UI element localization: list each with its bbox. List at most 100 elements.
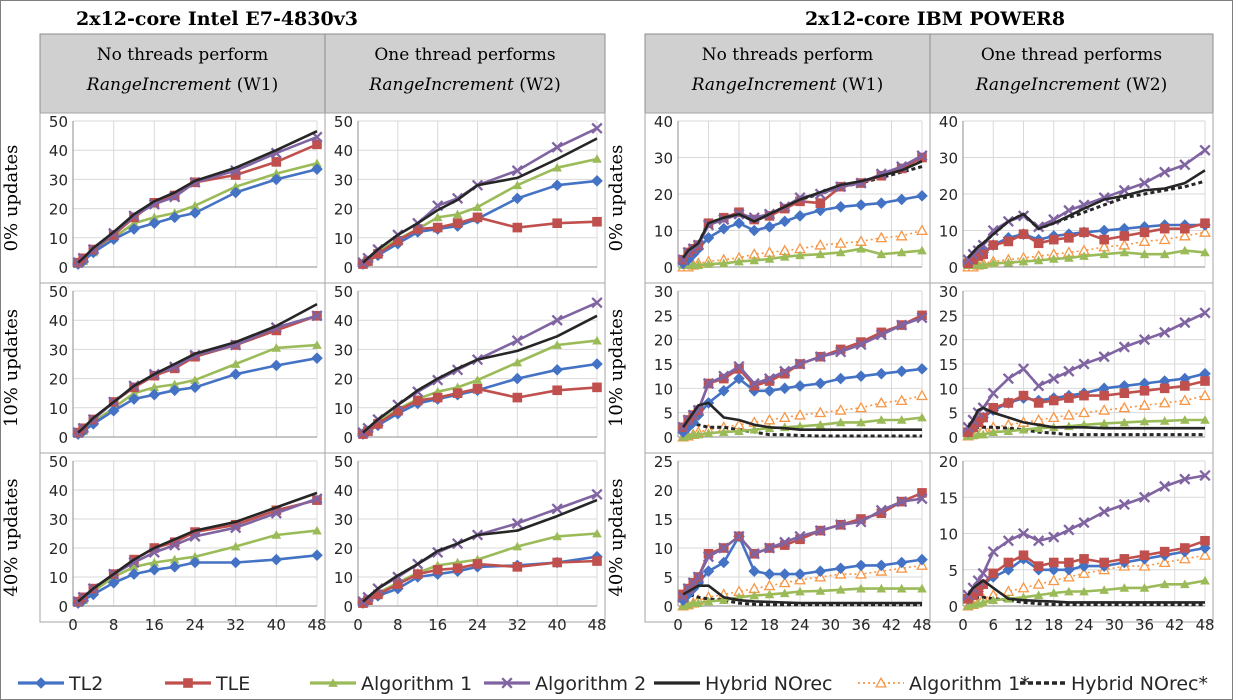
data-point-algorithm-2 <box>987 546 999 558</box>
y-tick-label: 25 <box>654 453 673 471</box>
data-point-algorithm-2 <box>1179 317 1191 329</box>
data-point-algorithm-1-star <box>895 229 908 241</box>
y-tick-label: 5 <box>663 405 673 423</box>
column-header-4: One thread performs RangeIncrement (W2) <box>929 33 1214 114</box>
data-point-algorithm-1 <box>129 218 139 228</box>
series-line-hybrid-norec <box>362 137 598 264</box>
data-point-tle <box>1079 227 1089 238</box>
chart-panel-3-4: 0 5 10 15 20 0 6 12 18 24 30 36 42 48 <box>929 452 1215 634</box>
legend-label: Algorithm 2 <box>535 673 646 695</box>
data-point-algorithm-1 <box>1180 415 1190 424</box>
data-point-algorithm-2 <box>128 556 140 569</box>
series-hybrid-norec <box>682 401 922 432</box>
data-point-tle <box>764 376 775 386</box>
data-point-tl2 <box>733 217 745 229</box>
data-point-tle <box>393 405 403 416</box>
data-point-algorithm-2 <box>1159 480 1171 492</box>
y-tick-label: 20 <box>49 371 68 389</box>
y-tick-label: 20 <box>654 482 673 500</box>
y-tick-label: 10 <box>49 400 68 418</box>
y-tick-label: 50 <box>334 283 353 301</box>
y-tick-label: 10 <box>334 400 353 418</box>
data-point-algorithm-1-star <box>1158 556 1171 567</box>
row-label-intel-2: 10% updates <box>1 309 22 427</box>
series-line-hybrid-norec-star <box>682 594 922 607</box>
data-point-algorithm-2 <box>1002 535 1014 547</box>
column-header-line1: One thread performs <box>374 45 555 65</box>
data-point-algorithm-1-star <box>916 224 928 235</box>
y-tick-label: 20 <box>49 540 68 558</box>
series-line-hybrid-norec <box>966 406 1205 430</box>
data-point-algorithm-1-star <box>1199 549 1211 560</box>
data-point-algorithm-1 <box>1139 416 1150 426</box>
data-point-tle <box>1159 223 1170 234</box>
x-tick-label: 30 <box>1105 616 1124 634</box>
data-point-algorithm-1-star <box>895 394 908 405</box>
data-point-tle <box>779 540 790 550</box>
data-point-algorithm-1 <box>149 212 160 222</box>
column-header-2: One thread performs RangeIncrement (W2) <box>324 33 606 114</box>
data-point-algorithm-1 <box>149 382 160 392</box>
data-point-tle <box>779 368 790 379</box>
legend-label: Algorithm 1 <box>361 673 472 695</box>
data-point-tle <box>1200 218 1210 228</box>
data-point-tl2 <box>875 367 888 380</box>
data-point-tle <box>835 344 846 355</box>
y-tick-label: 0 <box>58 598 68 616</box>
data-point-algorithm-1 <box>703 596 714 606</box>
data-point-algorithm-1 <box>230 541 241 551</box>
data-point-algorithm-1 <box>703 259 714 268</box>
data-point-tle <box>393 235 403 246</box>
y-tick-label: 40 <box>49 142 68 160</box>
data-point-algorithm-2 <box>1078 358 1090 370</box>
data-point-tl2 <box>1078 560 1090 572</box>
data-point-algorithm-1 <box>592 528 602 538</box>
data-point-algorithm-1 <box>718 427 729 436</box>
x-tick-label: 8 <box>109 616 119 634</box>
data-point-algorithm-2 <box>1199 307 1211 319</box>
series-algorithm-1 <box>678 583 927 610</box>
data-point-algorithm-1 <box>1119 417 1130 427</box>
data-point-tl2 <box>875 559 888 572</box>
data-point-tl2 <box>591 175 603 187</box>
series-algorithm-1 <box>963 245 1210 270</box>
data-point-algorithm-2 <box>551 141 563 153</box>
data-point-tle <box>552 385 562 396</box>
data-point-tl2 <box>814 565 827 577</box>
data-point-tle <box>1119 231 1130 241</box>
data-point-algorithm-1 <box>856 243 866 253</box>
data-point-algorithm-1-star <box>794 408 806 420</box>
data-point-algorithm-1-star <box>1062 408 1075 420</box>
data-point-algorithm-1 <box>795 586 805 596</box>
data-point-algorithm-2 <box>1017 527 1030 540</box>
y-tick-label: 20 <box>654 332 673 350</box>
data-point-tl2 <box>916 190 928 202</box>
data-point-algorithm-2 <box>692 404 704 416</box>
data-point-algorithm-2 <box>916 150 928 162</box>
series-line-hybrid-norec <box>682 584 922 605</box>
data-point-algorithm-1 <box>835 247 846 257</box>
legend-item-algorithm-1: Algorithm 1 <box>310 673 472 695</box>
data-point-tl2 <box>834 372 847 385</box>
data-point-algorithm-1-star <box>1062 570 1075 582</box>
data-point-algorithm-1 <box>693 598 704 607</box>
data-point-tl2 <box>778 382 791 395</box>
y-tick-label: 10 <box>654 380 673 398</box>
data-point-algorithm-1 <box>1200 415 1210 424</box>
x-tick-label: 16 <box>145 616 164 634</box>
data-point-tle <box>363 256 373 266</box>
data-point-algorithm-1-star <box>1158 233 1171 245</box>
data-point-algorithm-1 <box>764 589 775 599</box>
column-header-italic: RangeIncrement <box>975 75 1121 95</box>
data-point-tle <box>1099 234 1109 245</box>
data-point-tle <box>876 327 887 338</box>
data-point-tl2 <box>189 556 201 569</box>
data-point-tle <box>988 403 999 413</box>
data-point-algorithm-2 <box>835 519 847 531</box>
data-point-algorithm-2 <box>1179 159 1191 171</box>
data-point-tl2 <box>748 384 761 397</box>
data-point-algorithm-1-star <box>1158 396 1171 408</box>
data-point-tle <box>1119 388 1130 398</box>
data-point-algorithm-1 <box>779 588 790 598</box>
panels-layer: No threads perform RangeIncrement (W1) One… <box>1 33 1215 634</box>
